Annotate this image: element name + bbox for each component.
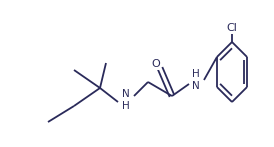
- Text: Cl: Cl: [227, 23, 238, 33]
- Text: O: O: [152, 59, 160, 69]
- Text: H
N: H N: [192, 69, 200, 91]
- Text: N
H: N H: [122, 89, 130, 111]
